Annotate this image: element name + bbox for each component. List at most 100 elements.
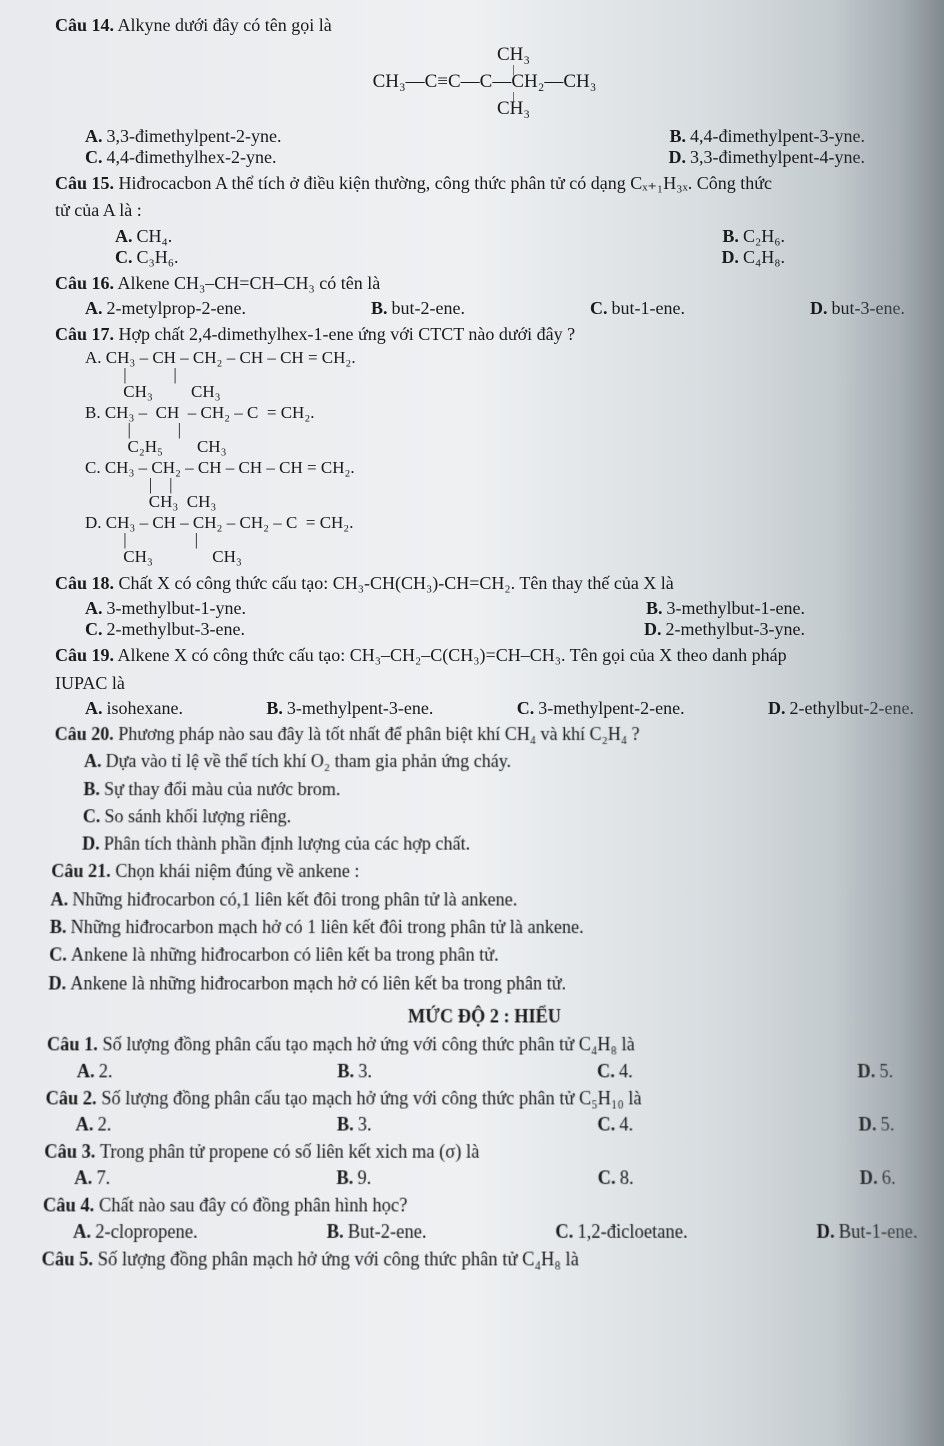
- q20-header: Câu 20.: [54, 724, 114, 744]
- q14-options-row1: A.3,3-đimethylpent-2-yne. B.4,4-đimethyl…: [85, 126, 865, 147]
- question-14: Câu 14. Alkyne dưới đây có tên gọi là: [55, 13, 914, 37]
- q20-opt-c: C.So sánh khối lượng riêng.: [83, 804, 917, 829]
- m4-opt-c: C.1,2-đicloetane.: [555, 1221, 687, 1243]
- q14-opt-a: A.3,3-đimethylpent-2-yne.: [85, 126, 281, 147]
- q15-opt-c: C.C₃H₆.: [115, 247, 179, 268]
- m3-opt-b: B.9.: [336, 1167, 371, 1189]
- question-21: Câu 21. Chọn khái niệm đúng về ankene :: [51, 859, 918, 884]
- q17-text: Hợp chất 2,4-dimethylhex-1-ene ứng với C…: [119, 324, 576, 344]
- q21-opt-b: B.Những hiđrocarbon mạch hở có 1 liên kế…: [50, 915, 920, 940]
- m2-opt-a: A.2.: [75, 1114, 111, 1136]
- m3-opt-c: C.8.: [598, 1167, 634, 1189]
- q18-opt-b: B.3-methylbut-1-ene.: [646, 598, 805, 619]
- q14-opt-c: C.4,4-đimethylhex-2-yne.: [85, 147, 276, 168]
- m5-header: Câu 5.: [41, 1249, 93, 1270]
- m3-header: Câu 3.: [44, 1141, 96, 1162]
- q21-opt-c: C.Ankene là những hiđrocarbon có liên kế…: [49, 943, 920, 968]
- q14-structure: CH₃ | CH₃—C≡C—C—CH₂—CH₃ | CH₃: [55, 45, 914, 120]
- q20-opt-a: A.Dựa vào tỉ lệ về thể tích khí O₂ tham …: [84, 749, 915, 773]
- m4-opt-a: A.2-clopropene.: [73, 1221, 198, 1243]
- q17-struct-b: B. CH₃ – CH – CH₂ – C = CH₂. | | C₂H₅ CH…: [85, 404, 914, 455]
- muc-question-1: Câu 1. Số lượng đồng phân cấu tạo mạch h…: [47, 1032, 923, 1057]
- m1-header: Câu 1.: [47, 1034, 98, 1055]
- m1-opt-a: A.2.: [77, 1060, 113, 1082]
- q21-header: Câu 21.: [51, 861, 111, 881]
- q15-text2: tử của A là :: [55, 198, 914, 222]
- q18-opt-c: C.2-methylbut-3-ene.: [85, 619, 245, 640]
- m1-options: A.2. B.3. C.4. D.5.: [77, 1060, 894, 1082]
- q19-text2: IUPAC là: [55, 671, 914, 695]
- q14-header: Câu 14.: [55, 15, 114, 35]
- q14-options-row2: C.4,4-đimethylhex-2-yne. D.3,3-đimethylp…: [85, 147, 865, 168]
- m1-opt-d: D.5.: [857, 1060, 893, 1082]
- q15-opt-d: D.C₄H₈.: [721, 247, 785, 268]
- question-17: Câu 17. Hợp chất 2,4-dimethylhex-1-ene ứ…: [55, 322, 914, 346]
- q19-opt-c: C.3-methylpent-2-ene.: [517, 698, 685, 719]
- q19-opt-d: D.2-ethylbut-2-ene.: [768, 698, 914, 719]
- q14-opt-b: B.4,4-đimethylpent-3-yne.: [670, 126, 865, 147]
- m2-header: Câu 2.: [45, 1087, 97, 1108]
- q20-opt-d: D.Phân tích thành phần định lượng của cá…: [82, 832, 917, 857]
- q17-struct-a: A. CH₃ – CH – CH₂ – CH – CH = CH₂. | | C…: [85, 349, 914, 400]
- m4-opt-b: B.But-2-ene.: [326, 1221, 426, 1243]
- q17-header: Câu 17.: [55, 324, 114, 344]
- q18-options-row2: C.2-methylbut-3-ene. D.2-methylbut-3-yne…: [85, 619, 805, 640]
- q15-opt-a: A.CH₄.: [115, 226, 172, 247]
- q16-opt-c: C.but-1-ene.: [590, 298, 685, 319]
- m2-opt-c: C.4.: [597, 1114, 633, 1136]
- q19-opt-b: B.3-methylpent-3-ene.: [266, 698, 433, 719]
- q16-header: Câu 16.: [55, 273, 114, 293]
- m1-opt-c: C.4.: [597, 1060, 633, 1082]
- q21-text: Chọn khái niệm đúng về ankene :: [115, 861, 359, 881]
- muc-question-3: Câu 3. Trong phân tử propene có số liên …: [44, 1139, 925, 1164]
- q17-struct-c: C. CH₃ – CH₂ – CH – CH – CH = CH₂. | | C…: [85, 459, 914, 510]
- m3-text: Trong phân tử propene có số liên kết xic…: [100, 1141, 480, 1162]
- q16-text: Alkene CH₃–CH=CH–CH₃ có tên là: [118, 273, 381, 293]
- q15-options-row2: C.C₃H₆. D.C₄H₈.: [85, 247, 785, 268]
- q19-text: Alkene X có công thức cấu tạo: CH₃–CH₂–C…: [118, 645, 787, 665]
- q19-options: A.isohexane. B.3-methylpent-3-ene. C.3-m…: [85, 698, 914, 719]
- q19-opt-a: A.isohexane.: [85, 698, 183, 719]
- q18-opt-d: D.2-methylbut-3-yne.: [644, 619, 805, 640]
- m3-opt-d: D.6.: [859, 1167, 895, 1189]
- m2-text: Số lượng đồng phân cấu tạo mạch hở ứng v…: [101, 1087, 642, 1108]
- m4-header: Câu 4.: [43, 1195, 95, 1216]
- q15-header: Câu 15.: [55, 173, 114, 193]
- section-muc-do-2: MỨC ĐỘ 2 : HIỂU: [47, 1004, 921, 1029]
- question-19: Câu 19. Alkene X có công thức cấu tạo: C…: [55, 643, 914, 667]
- m4-options: A.2-clopropene. B.But-2-ene. C.1,2-điclo…: [73, 1221, 918, 1243]
- q15-options-row1: A.CH₄. B.C₂H₆.: [85, 226, 785, 247]
- q21-opt-d: D.Ankene là những hiđrocarbon mạch hở có…: [48, 971, 921, 996]
- m1-opt-b: B.3.: [337, 1060, 372, 1082]
- q16-opt-d: D.but-3-ene.: [810, 298, 905, 319]
- q15-opt-b: B.C₂H₆.: [722, 226, 785, 247]
- m2-opt-b: B.3.: [337, 1114, 372, 1136]
- q14-text: Alkyne dưới đây có tên gọi là: [118, 15, 332, 35]
- q15-text: Hiđrocacbon A thể tích ở điều kiện thườn…: [119, 173, 772, 193]
- q16-opt-a: A.2-metylprop-2-ene.: [85, 298, 246, 319]
- q18-options-row1: A.3-methylbut-1-yne. B.3-methylbut-1-ene…: [85, 598, 805, 619]
- m5-text: Số lượng đồng phân mạch hở ứng với công …: [98, 1249, 579, 1270]
- m1-text: Số lượng đồng phân cấu tạo mạch hở ứng v…: [102, 1034, 635, 1055]
- m2-options: A.2. B.3. C.4. D.5.: [75, 1114, 894, 1136]
- m3-options: A.7. B.9. C.8. D.6.: [74, 1167, 896, 1189]
- muc-question-2: Câu 2. Số lượng đồng phân cấu tạo mạch h…: [45, 1085, 923, 1110]
- question-15: Câu 15. Hiđrocacbon A thể tích ở điều ki…: [55, 171, 914, 195]
- q18-header: Câu 18.: [55, 573, 114, 593]
- q20-opt-b: B.Sự thay đổi màu của nước brom.: [83, 777, 916, 801]
- m2-opt-d: D.5.: [858, 1114, 894, 1136]
- m4-text: Chất nào sau đây có đồng phân hình học?: [99, 1195, 408, 1216]
- q16-opt-b: B.but-2-ene.: [371, 298, 465, 319]
- q20-text: Phương pháp nào sau đây là tốt nhất để p…: [118, 724, 640, 744]
- q16-options: A.2-metylprop-2-ene. B.but-2-ene. C.but-…: [85, 298, 905, 319]
- question-20: Câu 20. Phương pháp nào sau đây là tốt n…: [54, 722, 914, 746]
- question-18: Câu 18. Chất X có công thức cấu tạo: CH₃…: [55, 571, 914, 595]
- m3-opt-a: A.7.: [74, 1167, 110, 1189]
- q17-struct-d: D. CH₃ – CH – CH₂ – CH₂ – C = CH₂. | | C…: [85, 514, 914, 565]
- muc-question-5: Câu 5. Số lượng đồng phân mạch hở ứng vớ…: [41, 1247, 928, 1273]
- m4-opt-d: D.But-1-ene.: [816, 1221, 917, 1243]
- q18-text: Chất X có công thức cấu tạo: CH₃-CH(CH₃)…: [119, 573, 674, 593]
- q19-header: Câu 19.: [55, 645, 114, 665]
- question-16: Câu 16. Alkene CH₃–CH=CH–CH₃ có tên là: [55, 271, 914, 295]
- muc-question-4: Câu 4. Chất nào sau đây có đồng phân hìn…: [43, 1193, 927, 1219]
